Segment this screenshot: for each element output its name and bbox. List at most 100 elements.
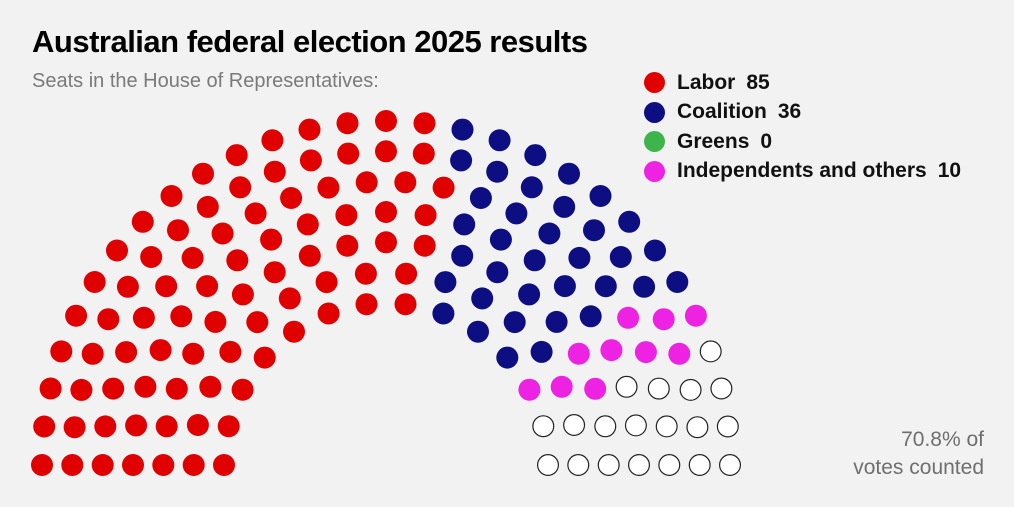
seat-labor xyxy=(260,228,283,251)
seat-labor xyxy=(70,378,93,401)
seat-labor xyxy=(116,275,139,298)
seat-labor xyxy=(61,454,84,476)
seat-labor xyxy=(97,308,120,331)
legend-item-greens: Greens 0 xyxy=(644,127,961,157)
legend-label-greens: Greens xyxy=(677,129,750,153)
seat-coalition xyxy=(538,222,561,245)
seat-labor xyxy=(211,222,234,245)
seat-coalition xyxy=(486,261,509,284)
legend-swatch-labor xyxy=(644,72,665,94)
seat-independents xyxy=(617,306,640,329)
seat-labor xyxy=(122,454,144,476)
seat-labor xyxy=(182,342,205,365)
seat-labor xyxy=(81,342,104,365)
legend-value-greens: 0 xyxy=(760,129,773,153)
seat-coalition xyxy=(583,219,605,242)
seat-labor xyxy=(253,346,276,369)
seat-undecided xyxy=(594,415,617,438)
seat-labor xyxy=(335,204,358,227)
seat-undecided xyxy=(624,414,647,437)
seat-coalition xyxy=(530,340,553,363)
legend: Labor 85 Coalition 36 Greens 0 Independe… xyxy=(644,68,961,186)
seat-labor xyxy=(204,310,227,333)
seat-coalition xyxy=(609,246,632,268)
seat-coalition xyxy=(666,271,689,293)
legend-label-labor: Labor xyxy=(677,70,736,94)
seat-labor xyxy=(244,202,267,225)
seat-labor xyxy=(125,414,148,437)
seat-labor xyxy=(231,378,254,401)
seat-independents xyxy=(600,339,623,362)
legend-label-coalition: Coalition xyxy=(677,100,767,124)
seat-labor xyxy=(217,415,240,438)
seat-labor xyxy=(375,140,397,163)
seat-labor xyxy=(336,112,359,135)
seat-labor xyxy=(167,219,189,242)
votes-counted-line-1: 70.8% of xyxy=(901,428,984,451)
seat-coalition xyxy=(553,275,576,298)
seat-undecided xyxy=(532,415,555,438)
seat-labor xyxy=(296,213,319,236)
seat-labor xyxy=(355,293,378,316)
seat-labor xyxy=(91,454,114,476)
seat-coalition xyxy=(432,302,455,325)
seat-coalition xyxy=(503,311,526,334)
seat-labor xyxy=(196,195,219,218)
seat-independents xyxy=(584,377,607,400)
seat-coalition xyxy=(579,305,602,328)
seat-labor xyxy=(412,142,435,165)
seat-labor xyxy=(315,271,338,294)
seat-labor xyxy=(152,454,175,476)
chart-subtitle: Seats in the House of Representatives: xyxy=(32,70,379,92)
seat-coalition xyxy=(633,275,656,298)
seat-labor xyxy=(261,129,284,152)
legend-label-independents: Independents and others xyxy=(677,159,927,183)
seat-undecided xyxy=(597,454,620,477)
seat-coalition xyxy=(451,244,474,267)
seat-labor xyxy=(395,262,418,285)
votes-counted-note: 70.8% of votes counted xyxy=(853,426,984,482)
seat-labor xyxy=(336,234,359,257)
seat-coalition xyxy=(467,320,489,343)
seat-labor xyxy=(263,261,286,284)
seat-coalition xyxy=(545,310,568,333)
seat-coalition xyxy=(486,160,509,183)
votes-counted-line-2: votes counted xyxy=(853,456,984,479)
seat-undecided xyxy=(615,375,638,398)
seat-labor xyxy=(94,415,117,438)
seat-labor xyxy=(192,162,214,185)
legend-swatch-greens xyxy=(644,131,665,153)
seat-coalition xyxy=(524,144,547,167)
seat-labor xyxy=(355,171,378,194)
seat-labor xyxy=(354,262,377,285)
seat-coalition xyxy=(558,162,580,185)
seat-labor xyxy=(375,110,397,132)
seat-independents xyxy=(550,375,573,398)
seat-coalition xyxy=(568,246,591,269)
seat-undecided xyxy=(647,377,670,400)
seat-labor xyxy=(115,341,138,364)
seat-labor xyxy=(132,306,155,329)
seat-independents xyxy=(668,342,691,365)
seat-undecided xyxy=(718,454,741,477)
seat-labor xyxy=(160,185,183,207)
seat-independents xyxy=(567,342,590,365)
chart-title: Australian federal election 2025 results xyxy=(32,24,588,59)
seat-coalition xyxy=(594,275,617,298)
seat-labor xyxy=(413,234,436,257)
seat-labor xyxy=(432,176,455,199)
seat-labor xyxy=(375,201,397,223)
seat-labor xyxy=(394,171,417,194)
seat-independents xyxy=(634,341,657,364)
seat-labor xyxy=(186,414,209,436)
seat-labor xyxy=(337,142,360,165)
seat-labor xyxy=(278,287,301,310)
seat-labor xyxy=(263,160,286,183)
seat-labor xyxy=(199,375,222,398)
seat-coalition xyxy=(644,239,666,262)
seat-labor xyxy=(414,204,437,227)
seat-undecided xyxy=(536,454,559,477)
seat-coalition xyxy=(520,176,543,199)
seat-labor xyxy=(31,454,53,476)
